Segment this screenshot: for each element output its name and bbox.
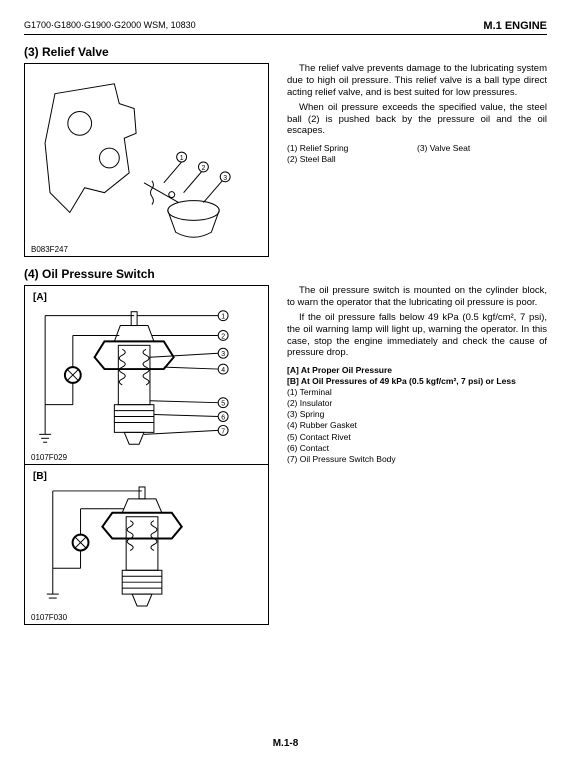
page-header: G1700·G1800·G1900·G2000 WSM, 10830 M.1 E…	[24, 20, 547, 35]
legend-item: (2) Steel Ball	[287, 154, 547, 165]
legend-item: (1) Relief Spring	[287, 143, 417, 154]
legend-item: (3) Spring	[287, 409, 547, 420]
svg-text:1: 1	[180, 155, 184, 162]
svg-text:1: 1	[221, 314, 225, 321]
figure-code: 0107F029	[29, 453, 69, 462]
oil-switch-b-diagram	[25, 465, 268, 624]
legend-item: (4) Rubber Gasket	[287, 420, 547, 431]
figure-code: 0107F030	[29, 613, 69, 622]
s4-para2: If the oil pressure falls below 49 kPa (…	[287, 312, 547, 360]
svg-text:5: 5	[221, 401, 225, 408]
svg-text:3: 3	[221, 351, 225, 358]
header-left: G1700·G1800·G1900·G2000 WSM, 10830	[24, 20, 196, 32]
s3-para1: The relief valve prevents damage to the …	[287, 63, 547, 99]
legend-item: (3) Valve Seat	[417, 143, 547, 154]
figure-oil-switch-a: [A]	[24, 285, 269, 465]
s3-legend: (1) Relief Spring (3) Valve Seat (2) Ste…	[287, 143, 547, 165]
legend-item: (2) Insulator	[287, 398, 547, 409]
relief-valve-diagram: 1 2 3	[25, 64, 268, 256]
legend-item: [A] At Proper Oil Pressure	[287, 365, 547, 376]
s3-para2: When oil pressure exceeds the specified …	[287, 102, 547, 138]
section4-text: The oil pressure switch is mounted on th…	[281, 285, 547, 625]
legend-item: (1) Terminal	[287, 387, 547, 398]
section3: 1 2 3 B083F247 The relief valve prevents…	[24, 63, 547, 257]
svg-text:6: 6	[221, 415, 225, 422]
legend-item: [B] At Oil Pressures of 49 kPa (0.5 kgf/…	[287, 376, 547, 387]
legend-item: (7) Oil Pressure Switch Body	[287, 454, 547, 465]
figure-code: B083F247	[29, 245, 70, 254]
fig-label-b: [B]	[33, 471, 47, 482]
figure-oil-switch-b: [B]	[24, 465, 269, 625]
page-footer: M.1-8	[0, 738, 571, 749]
svg-text:3: 3	[223, 175, 227, 182]
svg-text:2: 2	[221, 333, 225, 340]
header-right: M.1 ENGINE	[483, 20, 547, 32]
section4: [A]	[24, 285, 547, 625]
svg-text:7: 7	[221, 428, 225, 435]
s4-para1: The oil pressure switch is mounted on th…	[287, 285, 547, 309]
section3-title: (3) Relief Valve	[24, 45, 547, 59]
section4-title: (4) Oil Pressure Switch	[24, 267, 547, 281]
section4-figures: [A]	[24, 285, 269, 625]
legend-item: (6) Contact	[287, 443, 547, 454]
section3-text: The relief valve prevents damage to the …	[281, 63, 547, 257]
legend-item: (5) Contact Rivet	[287, 432, 547, 443]
svg-text:2: 2	[201, 165, 205, 172]
figure-relief-valve: 1 2 3 B083F247	[24, 63, 269, 257]
fig-label-a: [A]	[33, 292, 47, 303]
oil-switch-a-diagram: 1 2 3 4 5 6 7	[25, 286, 268, 464]
svg-text:4: 4	[221, 367, 225, 374]
s4-legend: [A] At Proper Oil Pressure [B] At Oil Pr…	[287, 365, 547, 464]
